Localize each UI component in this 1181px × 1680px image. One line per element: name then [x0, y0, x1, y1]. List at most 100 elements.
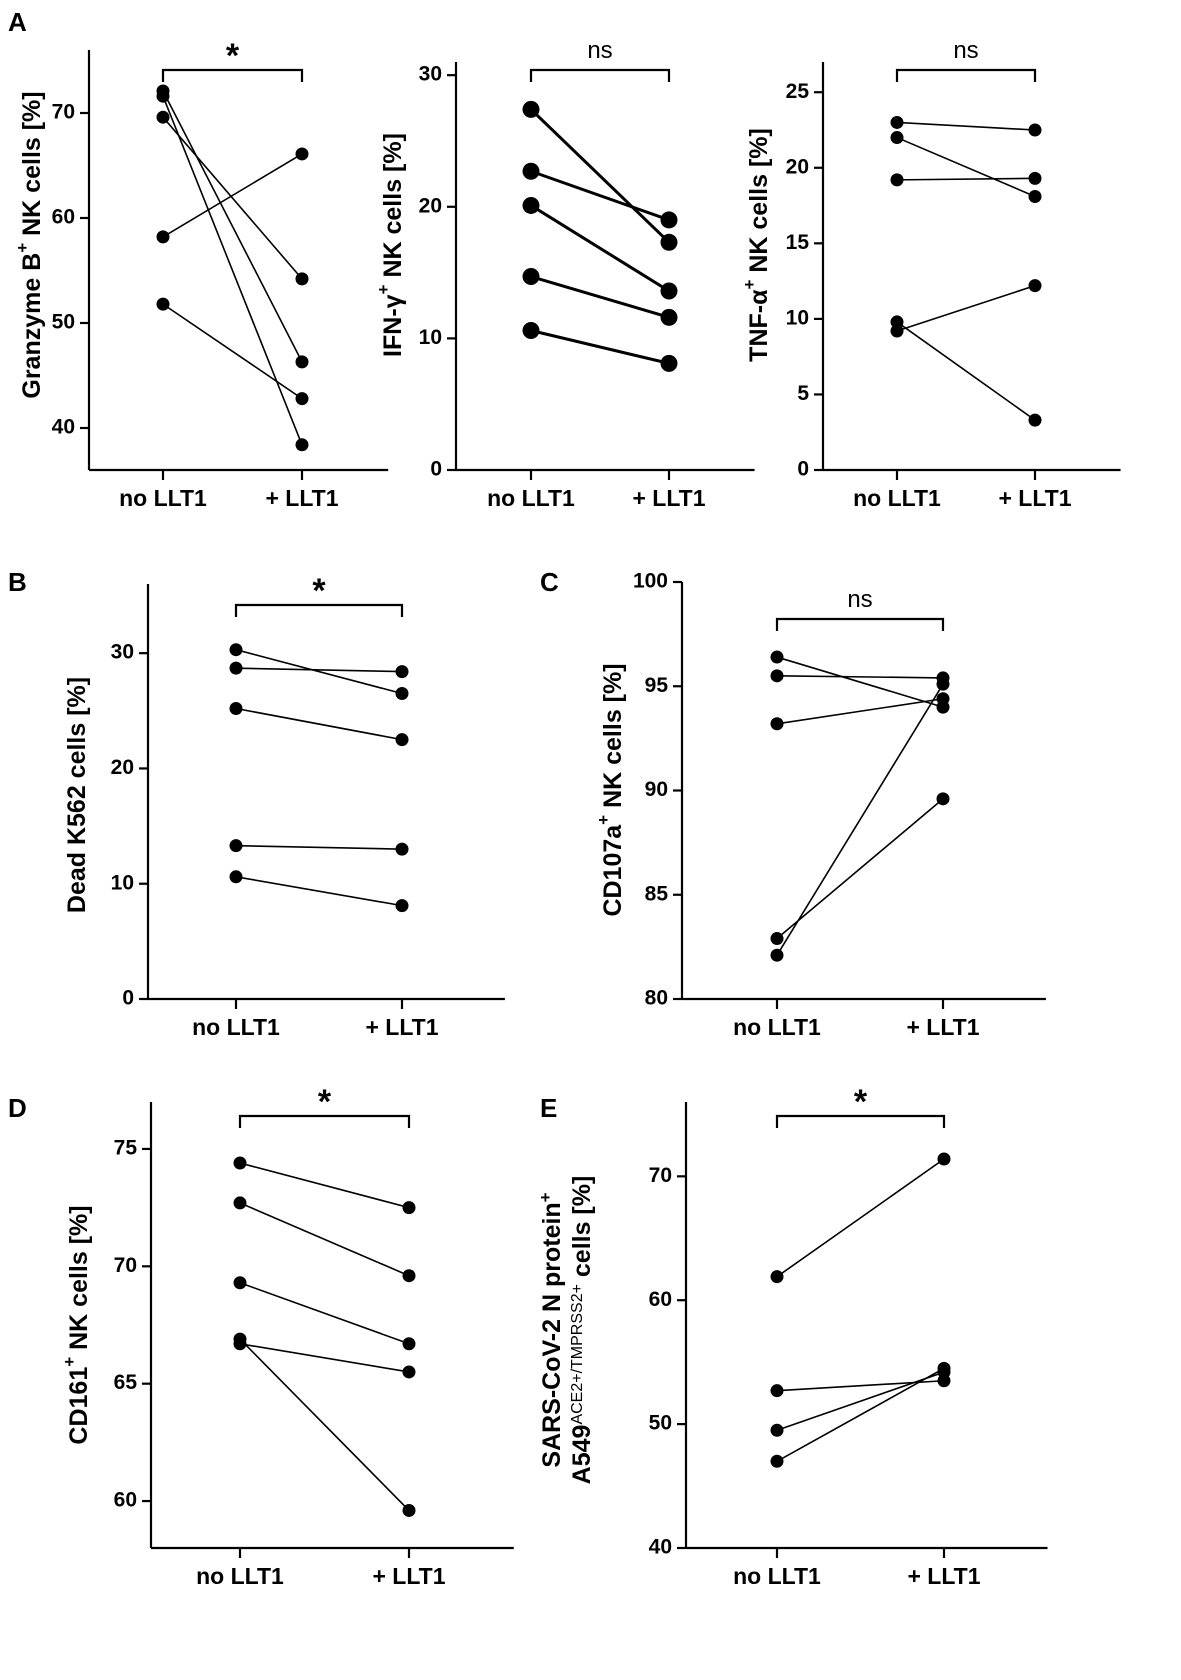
data-point-3-llt1 [936, 692, 950, 706]
y-axis-title: CD107a+ NK cells [%] [594, 663, 627, 916]
data-point-1-no-llt1 [522, 100, 540, 118]
data-point-3-no-llt1 [229, 702, 243, 715]
paired-line-3 [530, 204, 670, 293]
y-axis-title: SARS-CoV-2 N protein+ [536, 1192, 567, 1467]
data-point-3-llt1 [395, 733, 409, 747]
category-label: no LLT1 [487, 485, 575, 511]
paired-line-4 [239, 1338, 410, 1512]
data-point-5-no-llt1 [229, 870, 243, 884]
chart-6: D 60 65 70 75 no LLT1 + LLT1 * CD161+ NK cells [… [8, 1083, 514, 1589]
y-tick-label: 60 [649, 1288, 672, 1311]
y-axis-title-line2: A549ACE2+/TMPRSS2+ cells [%] [568, 1176, 596, 1485]
y-axis-title-sup: + [13, 243, 32, 253]
paired-line-3 [239, 1281, 410, 1345]
y-axis-title-main: SARS-CoV-2 N protein [538, 1202, 566, 1467]
y-tick-label: 80 [645, 987, 668, 1010]
paired-line-1 [776, 1158, 945, 1278]
data-point-2-no-llt1 [770, 1384, 784, 1398]
data-point-5-llt1 [395, 899, 409, 913]
category-label: + LLT1 [906, 1014, 979, 1040]
y-axis-title: TNF-α+ NK cells [%] [740, 128, 773, 362]
data-point-2-llt1 [295, 438, 309, 452]
y-axis-title-sup: + [536, 1192, 555, 1202]
paired-line-4 [776, 798, 944, 940]
data-point-2-llt1 [1028, 189, 1042, 203]
data-point-2-no-llt1 [890, 131, 904, 145]
paired-line-1 [776, 656, 944, 708]
paired-line-3 [776, 1371, 945, 1432]
significance-label: * [854, 1083, 868, 1121]
y-axis-title-group: CD107a+ NK cells [%] [594, 663, 627, 916]
y-axis-title-main: CD107a [599, 824, 627, 917]
data-point-2-no-llt1 [233, 1196, 247, 1210]
data-point-5-llt1 [295, 392, 309, 406]
chart-1: A 40 50 60 70 no LLT1 + LLT1 * Granzyme B+ NK ce… [8, 7, 389, 511]
data-point-1-no-llt1 [890, 115, 904, 129]
paired-line-2 [776, 675, 944, 679]
y-axis-title-sup: + [740, 280, 759, 290]
y-tick-label: 40 [52, 416, 75, 439]
paired-line-3 [896, 177, 1036, 181]
paired-line-4 [235, 844, 403, 850]
category-label: + LLT1 [265, 485, 338, 511]
data-point-4-llt1 [395, 842, 409, 856]
y-axis-title: CD161+ NK cells [%] [60, 1205, 93, 1444]
category-label: no LLT1 [196, 1563, 284, 1589]
significance-label: ns [953, 37, 978, 64]
y-tick-label: 50 [52, 311, 75, 334]
paired-line-3 [162, 116, 303, 280]
y-tick-label: 50 [649, 1412, 672, 1435]
category-label: + LLT1 [907, 1563, 980, 1589]
y-axis-title-main: Dead K562 cells [%] [63, 677, 91, 913]
y-axis-title: Dead K562 cells [%] [63, 677, 91, 913]
y-tick-label: 20 [786, 155, 809, 178]
panel-letter: D [8, 1093, 27, 1123]
y-tick-label: 25 [786, 80, 810, 103]
paired-line-2 [530, 169, 670, 222]
paired-line-5 [896, 284, 1036, 332]
y-tick-label: 20 [419, 194, 442, 217]
y-axis-title-line2-main: A549 [568, 1425, 596, 1485]
category-label: no LLT1 [853, 485, 941, 511]
data-point-2-no-llt1 [229, 661, 243, 675]
y-axis-title-suffix: NK cells [%] [745, 128, 773, 279]
panel-letter: C [540, 567, 559, 597]
y-axis-title-main: IFN-γ [379, 294, 407, 357]
category-label: + LLT1 [632, 485, 705, 511]
y-axis-title-suffix: NK cells [%] [379, 133, 407, 284]
data-point-4-no-llt1 [890, 315, 904, 329]
y-axis-title-main: CD161 [65, 1367, 93, 1445]
paired-line-1 [529, 108, 671, 244]
significance-bracket [775, 1114, 946, 1128]
data-point-2-no-llt1 [156, 89, 170, 103]
category-label: + LLT1 [998, 485, 1071, 511]
y-axis-title-sup: + [374, 284, 393, 294]
data-point-4-llt1 [936, 792, 950, 806]
y-tick-label: 70 [649, 1164, 672, 1187]
panel-letter: B [8, 567, 27, 597]
significance-label: ns [587, 37, 612, 64]
category-label: + LLT1 [372, 1563, 445, 1589]
paired-line-4 [896, 321, 1036, 421]
chart-2: 0 10 20 30 no LLT1 + LLT1 ns IFN-γ+ NK cells [%… [374, 37, 755, 511]
data-point-3-llt1 [660, 282, 678, 300]
y-axis-title-sup: + [594, 815, 613, 825]
category-label: no LLT1 [733, 1014, 821, 1040]
data-point-5-llt1 [402, 1365, 416, 1379]
y-tick-label: 70 [52, 101, 75, 124]
significance-bracket [529, 68, 671, 82]
data-point-1-llt1 [1028, 123, 1042, 137]
paired-line-2 [162, 95, 303, 446]
y-tick-label: 75 [114, 1136, 138, 1159]
paired-line-4 [162, 153, 303, 238]
y-tick-label: 85 [645, 882, 669, 905]
data-point-2-no-llt1 [770, 669, 784, 683]
paired-line-5 [162, 303, 303, 400]
data-point-3-llt1 [402, 1337, 416, 1351]
data-point-5-no-llt1 [156, 297, 170, 311]
data-point-3-no-llt1 [156, 110, 170, 124]
paired-line-3 [235, 707, 403, 741]
paired-line-5 [530, 329, 670, 365]
significance-bracket [161, 68, 304, 82]
